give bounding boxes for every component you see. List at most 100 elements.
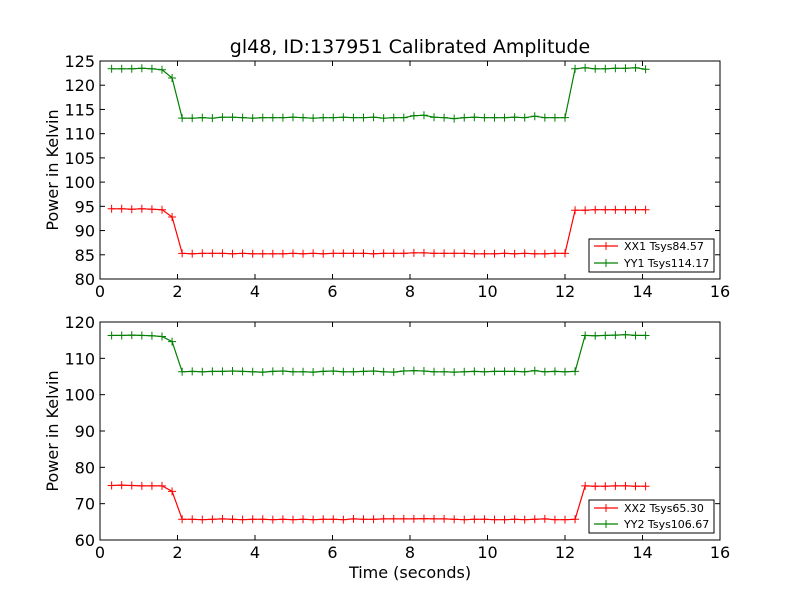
bottom-data-point-yy2	[470, 367, 479, 376]
bottom-data-point-xx2	[288, 515, 297, 524]
bottom-data-point-yy2	[631, 331, 640, 340]
bottom-x-tick-label: 16	[710, 543, 730, 562]
bottom-y-tick-label: 70	[75, 495, 95, 514]
top-y-tick-label: 95	[75, 197, 95, 216]
top-data-point-yy1	[601, 64, 610, 73]
top-data-point-xx1	[440, 249, 449, 258]
top-legend-label-yy1: YY1 Tsys114.17	[623, 257, 709, 270]
bottom-x-axis-label: Time (seconds)	[348, 563, 471, 582]
top-y-tick-label: 115	[64, 100, 95, 119]
top-data-point-xx1	[480, 249, 489, 258]
top-data-point-yy1	[107, 64, 116, 73]
top-x-tick-label: 12	[555, 282, 575, 301]
top-data-point-yy1	[571, 64, 580, 73]
bottom-data-point-xx2	[530, 515, 539, 524]
bottom-data-point-yy2	[409, 366, 418, 375]
bottom-data-point-yy2	[188, 367, 197, 376]
bottom-data-point-xx2	[379, 514, 388, 523]
top-data-point-xx1	[178, 249, 187, 258]
bottom-x-tick-label: 2	[172, 543, 182, 562]
bottom-data-point-xx2	[268, 515, 277, 524]
bottom-data-point-yy2	[611, 331, 620, 340]
top-data-point-yy1	[591, 64, 600, 73]
top-data-point-yy1	[309, 114, 318, 123]
top-data-point-xx1	[208, 249, 217, 258]
bottom-data-point-xx2	[419, 514, 428, 523]
top-data-point-xx1	[641, 205, 650, 214]
bottom-data-point-xx2	[571, 515, 580, 524]
bottom-data-point-yy2	[440, 367, 449, 376]
bottom-x-tick-label: 10	[477, 543, 497, 562]
bottom-data-point-xx2	[107, 481, 116, 490]
top-data-point-yy1	[379, 114, 388, 123]
top-legend: XX1 Tsys84.57 YY1 Tsys114.17	[588, 238, 715, 273]
top-x-tick-label: 10	[477, 282, 497, 301]
top-x-tick-label: 6	[327, 282, 337, 301]
bottom-data-point-xx2	[198, 515, 207, 524]
top-data-point-xx1	[248, 249, 257, 258]
bottom-data-point-xx2	[490, 515, 499, 524]
top-data-point-yy1	[248, 114, 257, 123]
bottom-data-point-yy2	[168, 337, 177, 346]
top-data-point-xx1	[309, 249, 318, 258]
bottom-data-point-xx2	[450, 515, 459, 524]
bottom-data-point-yy2	[389, 368, 398, 377]
bottom-data-point-yy2	[248, 367, 257, 376]
bottom-data-point-xx2	[440, 514, 449, 523]
bottom-y-tick-label: 110	[64, 349, 95, 368]
bottom-data-point-yy2	[419, 367, 428, 376]
top-data-point-yy1	[258, 113, 267, 122]
top-data-point-yy1	[490, 113, 499, 122]
bottom-legend-marker-yy2	[602, 520, 610, 528]
top-data-point-yy1	[268, 113, 277, 122]
top-data-point-yy1	[319, 113, 328, 122]
bottom-data-point-yy2	[137, 331, 146, 340]
bottom-data-point-xx2	[329, 515, 338, 524]
top-y-tick-label: 125	[64, 52, 95, 71]
top-data-point-yy1	[470, 113, 479, 122]
bottom-data-point-xx2	[258, 515, 267, 524]
top-data-point-yy1	[510, 113, 519, 122]
top-data-point-yy1	[238, 113, 247, 122]
top-data-point-yy1	[419, 111, 428, 120]
top-data-point-yy1	[208, 114, 217, 123]
bottom-y-tick-label: 80	[75, 458, 95, 477]
top-data-point-xx1	[430, 249, 439, 258]
top-data-point-xx1	[540, 249, 549, 258]
top-data-point-yy1	[168, 73, 177, 82]
top-data-point-xx1	[188, 249, 197, 258]
top-data-point-xx1	[581, 206, 590, 215]
top-data-point-yy1	[530, 112, 539, 121]
top-data-point-xx1	[137, 204, 146, 213]
top-y-tick-label: 90	[75, 222, 95, 241]
bottom-data-point-yy2	[601, 331, 610, 340]
bottom-data-point-xx2	[309, 515, 318, 524]
top-data-point-xx1	[168, 212, 177, 221]
bottom-data-point-xx2	[228, 515, 237, 524]
top-data-point-yy1	[561, 113, 569, 122]
top-data-point-xx1	[510, 249, 519, 258]
top-data-point-yy1	[460, 113, 469, 122]
chart-title: gl48, ID:137951 Calibrated Amplitude	[230, 36, 590, 58]
bottom-legend-box	[588, 499, 715, 534]
bottom-legend: XX2 Tsys65.30 YY2 Tsys106.67	[588, 499, 715, 534]
bottom-data-point-xx2	[510, 515, 519, 524]
top-data-point-xx1	[561, 249, 569, 258]
top-data-point-yy1	[450, 114, 459, 123]
bottom-data-point-yy2	[158, 332, 166, 341]
top-data-point-yy1	[198, 113, 207, 122]
top-data-point-yy1	[147, 64, 156, 73]
bottom-data-point-xx2	[127, 481, 136, 490]
bottom-data-point-yy2	[641, 331, 650, 340]
top-data-point-xx1	[399, 249, 408, 258]
top-data-point-yy1	[329, 113, 338, 122]
top-subplot: 0 2 4 6 8 10 12 14 1680859095100105110115120125 …	[43, 52, 730, 301]
bottom-data-point-xx2	[430, 514, 439, 523]
bottom-data-point-xx2	[168, 487, 177, 496]
bottom-data-point-xx2	[641, 482, 650, 491]
bottom-legend-marker-xx2	[602, 504, 610, 512]
bottom-data-point-yy2	[430, 367, 439, 376]
bottom-data-point-yy2	[278, 367, 287, 376]
